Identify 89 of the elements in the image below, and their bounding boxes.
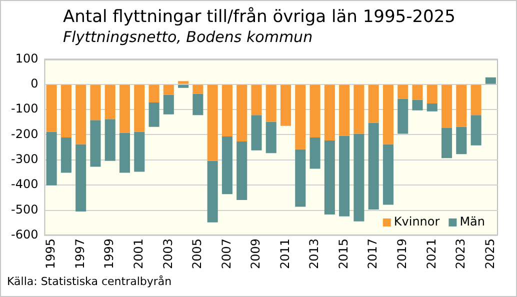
x-tick-label: 2021 bbox=[424, 238, 438, 270]
bar bbox=[178, 84, 189, 88]
x-tick-label: 2001 bbox=[132, 238, 146, 270]
bar bbox=[163, 94, 174, 114]
x-tick-label: 2011 bbox=[278, 238, 292, 270]
chart-subtitle: Flyttningsnetto, Bodens kommun bbox=[63, 28, 313, 46]
y-tick-label: -100 bbox=[11, 102, 38, 116]
bar bbox=[382, 144, 394, 205]
bar bbox=[398, 84, 408, 99]
y-tick-label: 0 bbox=[30, 76, 38, 91]
bar bbox=[354, 84, 364, 134]
bar bbox=[148, 84, 160, 103]
bar bbox=[207, 84, 218, 161]
bar bbox=[442, 84, 452, 128]
bar bbox=[368, 84, 379, 123]
x-tick-label: 2019 bbox=[394, 238, 409, 270]
bar bbox=[324, 140, 335, 215]
bar bbox=[178, 81, 189, 84]
bar bbox=[60, 138, 72, 173]
bar bbox=[134, 132, 145, 172]
x-tick-label: 2005 bbox=[190, 238, 204, 270]
bar bbox=[456, 126, 467, 154]
bar bbox=[46, 84, 57, 132]
x-tick-label: 2015 bbox=[336, 238, 350, 270]
y-tick-label: -200 bbox=[11, 126, 38, 141]
x-tick-label: 2025 bbox=[482, 238, 497, 270]
bar bbox=[324, 84, 335, 141]
bar bbox=[310, 138, 320, 169]
bar bbox=[295, 84, 306, 150]
y-tick-label: -500 bbox=[11, 202, 38, 216]
legend-label: Kvinnor bbox=[394, 214, 440, 229]
y-tick-label: -600 bbox=[11, 228, 38, 242]
bar bbox=[280, 84, 292, 126]
bar bbox=[485, 77, 496, 84]
bar bbox=[266, 84, 276, 122]
bar bbox=[412, 100, 423, 110]
x-tick-label: 2013 bbox=[307, 238, 322, 270]
bar bbox=[90, 84, 101, 120]
bar bbox=[207, 160, 218, 222]
bar bbox=[442, 128, 452, 158]
chart-title: Antal flyttningar till/från övriga län 1995-2025 bbox=[63, 7, 456, 27]
y-tick-label: 100 bbox=[15, 51, 38, 66]
bar bbox=[266, 122, 276, 154]
x-tick-label: 2017 bbox=[366, 238, 380, 270]
bar bbox=[295, 149, 306, 207]
bar bbox=[60, 84, 72, 138]
bar bbox=[222, 136, 232, 194]
bar bbox=[236, 142, 248, 200]
x-tick-label: 2003 bbox=[160, 238, 175, 270]
bar bbox=[251, 84, 262, 116]
y-tick-label: -300 bbox=[11, 152, 38, 166]
bar bbox=[192, 94, 204, 116]
bar bbox=[354, 134, 364, 222]
bar bbox=[104, 119, 116, 161]
text: Källa: Statistiska centralbyrån bbox=[7, 275, 172, 288]
bar bbox=[310, 84, 320, 138]
bar bbox=[426, 84, 438, 104]
bar bbox=[412, 84, 423, 100]
bar bbox=[426, 104, 438, 112]
bar bbox=[192, 84, 204, 94]
bar bbox=[470, 115, 482, 146]
bar bbox=[398, 98, 408, 134]
bar bbox=[339, 136, 350, 216]
bar bbox=[134, 84, 145, 132]
bar bbox=[251, 115, 262, 150]
bar bbox=[236, 84, 248, 142]
legend-label: Män bbox=[460, 214, 485, 229]
bar bbox=[470, 84, 482, 116]
bar bbox=[222, 84, 232, 137]
bar bbox=[339, 84, 350, 136]
x-tick-label: 1997 bbox=[72, 238, 87, 270]
bar bbox=[456, 84, 467, 127]
x-tick-label: 2007 bbox=[219, 238, 234, 270]
x-tick-label: 2009 bbox=[248, 238, 263, 270]
y-tick-label: -400 bbox=[11, 177, 38, 192]
bar bbox=[119, 84, 130, 133]
bar bbox=[163, 84, 174, 95]
bar bbox=[76, 84, 86, 144]
bar bbox=[382, 84, 394, 144]
bar bbox=[46, 132, 57, 186]
x-tick-label: 1999 bbox=[102, 238, 116, 270]
bar bbox=[104, 84, 116, 120]
bar bbox=[76, 144, 86, 212]
bar bbox=[90, 120, 101, 167]
bar bbox=[119, 132, 130, 173]
bar bbox=[148, 102, 160, 127]
x-tick-label: 1995 bbox=[44, 238, 58, 270]
x-tick-label: 2023 bbox=[454, 238, 468, 270]
bar bbox=[368, 122, 379, 210]
